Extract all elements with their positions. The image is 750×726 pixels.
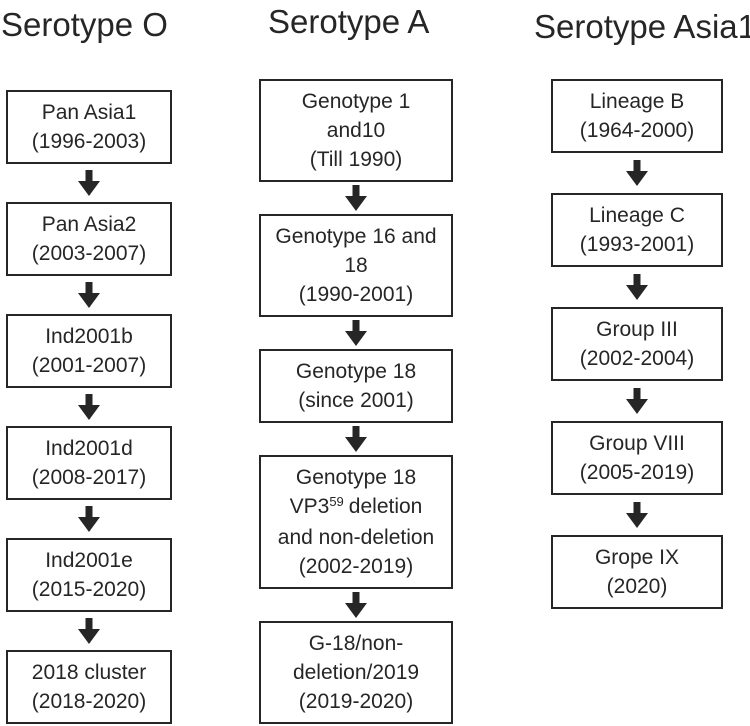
node-2018-cluster: 2018 cluster (2018-2020) (6, 650, 172, 724)
column-serotype-o: Pan Asia1 (1996-2003) Pan Asia2 (2003-20… (6, 90, 172, 724)
node-group-iii: Group III (2002-2004) (551, 307, 723, 381)
text-line: Ind2001e (45, 549, 133, 572)
node-group-viii: Group VIII (2005-2019) (551, 421, 723, 495)
text-line: (1996-2003) (31, 130, 147, 153)
down-arrow-icon (78, 170, 100, 196)
text-line: deletion/2019 (292, 661, 420, 684)
down-arrow-icon (78, 506, 100, 532)
down-arrow-icon (345, 185, 367, 211)
vp3-text: VP3 (289, 495, 330, 518)
down-arrow-icon (345, 320, 367, 346)
vp3-superscript: 59 (329, 494, 344, 509)
text-line: (since 2001) (298, 389, 414, 412)
node-g18-non-deletion-2019: G-18/non- deletion/2019 (2019-2020) (259, 621, 453, 724)
text-line: Ind2001d (45, 437, 133, 460)
text-line: (2002-2019) (298, 555, 414, 578)
node-grope-ix: Grope IX (2020) (551, 535, 723, 609)
down-arrow-icon (78, 394, 100, 420)
text-line: Genotype 18 (295, 466, 417, 489)
text-line: (2001-2007) (31, 354, 147, 377)
node-pan-asia2: Pan Asia2 (2003-2007) (6, 202, 172, 276)
text-line: Grope IX (594, 546, 680, 569)
text-line: Genotype 1 (301, 90, 411, 113)
column-title-serotype-a: Serotype A (268, 3, 430, 40)
node-ind2001b: Ind2001b (2001-2007) (6, 314, 172, 388)
down-arrow-icon (78, 618, 100, 644)
down-arrow-icon (78, 282, 100, 308)
text-line: and non-deletion (277, 526, 435, 549)
deletion-text: deletion (348, 495, 423, 518)
text-line: (1964-2000) (579, 119, 695, 142)
node-genotype-16-and-18: Genotype 16 and 18 (1990-2001) (259, 214, 453, 317)
text-line: (2018-2020) (31, 690, 147, 713)
text-line: (2019-2020) (298, 690, 414, 713)
text-line-vp3: VP359 deletion (263, 492, 449, 523)
down-arrow-icon (626, 502, 648, 528)
text-line: and10 (326, 119, 386, 142)
text-line: Group III (596, 318, 678, 341)
node-genotype-1-and-10: Genotype 1 and10 (Till 1990) (259, 79, 453, 182)
text-line: Ind2001b (45, 325, 133, 348)
text-line: Lineage B (589, 90, 685, 113)
text-line: Group VIII (589, 432, 685, 455)
text-line: (2003-2007) (31, 242, 147, 265)
node-lineage-b: Lineage B (1964-2000) (551, 79, 723, 153)
text-line: (2020) (606, 575, 668, 598)
text-line: (1990-2001) (298, 283, 414, 306)
down-arrow-icon (345, 592, 367, 618)
text-line: 18 (344, 254, 368, 277)
column-title-serotype-asia1: Serotype Asia1 (534, 8, 750, 45)
node-genotype-18: Genotype 18 (since 2001) (259, 349, 453, 423)
text-line: Genotype 18 (295, 360, 417, 383)
column-serotype-a: Genotype 1 and10 (Till 1990) Genotype 16… (259, 79, 453, 724)
down-arrow-icon (345, 426, 367, 452)
node-lineage-c: Lineage C (1993-2001) (551, 193, 723, 267)
text-line: 2018 cluster (31, 661, 147, 684)
text-line: Lineage C (589, 204, 685, 227)
down-arrow-icon (626, 274, 648, 300)
text-line: Pan Asia1 (41, 101, 137, 124)
node-ind2001d: Ind2001d (2008-2017) (6, 426, 172, 500)
node-pan-asia1: Pan Asia1 (1996-2003) (6, 90, 172, 164)
column-serotype-asia1: Lineage B (1964-2000) Lineage C (1993-20… (551, 79, 723, 609)
text-line: (2005-2019) (579, 461, 695, 484)
down-arrow-icon (626, 388, 648, 414)
text-line: (1993-2001) (579, 233, 695, 256)
text-line: (2002-2004) (579, 347, 695, 370)
text-line: G-18/non- (308, 632, 404, 655)
node-ind2001e: Ind2001e (2015-2020) (6, 538, 172, 612)
column-title-serotype-o: Serotype O (1, 6, 168, 43)
node-genotype-18-vp3-deletion: Genotype 18 VP359 deletion and non-deleti… (259, 455, 453, 589)
down-arrow-icon (626, 160, 648, 186)
text-line: (Till 1990) (309, 148, 403, 171)
text-line: (2008-2017) (31, 466, 147, 489)
text-line: Genotype 16 and (275, 225, 437, 248)
text-line: Pan Asia2 (41, 213, 137, 236)
text-line: (2015-2020) (31, 578, 147, 601)
